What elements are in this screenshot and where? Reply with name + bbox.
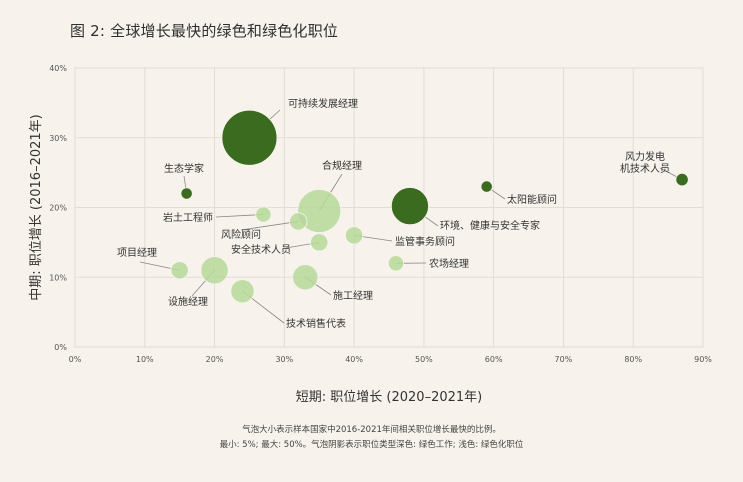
bubble bbox=[230, 279, 255, 304]
y-tick-label: 20% bbox=[49, 204, 67, 213]
bubble-label: 可持续发展经理 bbox=[288, 97, 358, 110]
bubble-label: 生态学家 bbox=[164, 162, 204, 175]
bubble-label: 环境、健康与安全专家 bbox=[440, 219, 540, 232]
bubble bbox=[310, 233, 329, 252]
bubble bbox=[255, 206, 272, 223]
note-line-1: 气泡大小表示样本国家中2016-2021年间相关职位增长最快的比例。 bbox=[242, 425, 501, 435]
bubble-chart: 0% 10% 20% 30% 40% 50% 60% 70% 80% 90% 0% 10% 20% 30%… bbox=[29, 64, 712, 405]
x-tick-label: 80% bbox=[624, 355, 642, 364]
y-tick-label: 30% bbox=[49, 134, 67, 143]
bubble bbox=[297, 189, 342, 233]
bubble bbox=[345, 226, 364, 245]
bubbles bbox=[170, 109, 689, 304]
x-tick-label: 50% bbox=[415, 355, 433, 364]
note-line-2: 最小: 5%; 最大: 50%。气泡阴影表示职位类型深色: 绿色工作; 浅色: … bbox=[219, 440, 524, 450]
bubble-label: 安全技术人员 bbox=[231, 243, 291, 256]
y-axis-label: 中期: 职位增长 (2016–2021年) bbox=[29, 114, 44, 300]
bubble bbox=[387, 255, 405, 272]
x-tick-label: 0% bbox=[69, 355, 82, 364]
bubble-label: 设施经理 bbox=[168, 295, 208, 308]
bubble bbox=[390, 187, 429, 226]
bubble-label: 项目经理 bbox=[117, 246, 157, 259]
bubble-label: 监管事务顾问 bbox=[395, 235, 455, 248]
bubble bbox=[292, 264, 319, 291]
bubble bbox=[675, 173, 689, 187]
bubble-label: 技术销售代表 bbox=[286, 317, 346, 330]
bubble-label: 合规经理 bbox=[322, 159, 362, 172]
bubble bbox=[170, 261, 189, 280]
bubble bbox=[480, 180, 493, 193]
x-tick-label: 70% bbox=[555, 355, 573, 364]
x-tick-label: 90% bbox=[694, 355, 712, 364]
leader-line bbox=[240, 221, 299, 231]
bubble bbox=[289, 212, 308, 231]
bubble-label: 太阳能顾问 bbox=[507, 193, 557, 206]
bubble-label: 风力发电机技术人员 bbox=[620, 150, 670, 175]
axes: 0% 10% 20% 30% 40% 50% 60% 70% 80% 90% 0% 10% 20% 30%… bbox=[49, 64, 712, 364]
y-tick-label: 0% bbox=[54, 343, 67, 352]
bubble-label: 风险顾问 bbox=[221, 228, 261, 241]
y-tick-label: 40% bbox=[49, 64, 67, 73]
bubble bbox=[221, 109, 278, 166]
x-tick-label: 60% bbox=[485, 355, 503, 364]
bubble bbox=[180, 187, 193, 200]
bubble-label: 农场经理 bbox=[429, 257, 469, 270]
grid bbox=[74, 67, 704, 348]
x-tick-label: 10% bbox=[136, 355, 154, 364]
x-tick-label: 20% bbox=[206, 355, 224, 364]
bubble bbox=[200, 256, 229, 285]
y-tick-label: 10% bbox=[49, 273, 67, 282]
x-axis-label: 短期: 职位增长 (2020–2021年) bbox=[296, 390, 482, 405]
x-tick-label: 30% bbox=[275, 355, 293, 364]
bubble-label: 施工经理 bbox=[333, 289, 373, 302]
x-tick-label: 40% bbox=[345, 355, 363, 364]
chart-title: 图 2: 全球增长最快的绿色和绿色化职位 bbox=[70, 22, 339, 40]
bubble-label: 岩土工程师 bbox=[163, 211, 213, 224]
